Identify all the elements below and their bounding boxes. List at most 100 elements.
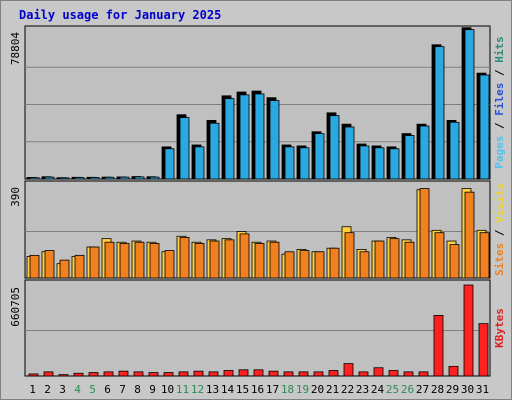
bar-files-6 — [104, 176, 115, 180]
bar-sites-8 — [134, 241, 145, 279]
bar-sites-30 — [464, 191, 475, 279]
x-tick-label-3: 3 — [59, 383, 66, 396]
bar-files-18 — [284, 146, 295, 180]
bar-kbytes-31 — [478, 323, 489, 377]
legend-hits: Pages / Files / Hits — [493, 36, 506, 169]
bar-kbytes-1 — [28, 373, 39, 377]
x-tick-label-9: 9 — [149, 383, 156, 396]
bar-kbytes-7 — [118, 370, 129, 377]
bar-files-5 — [89, 177, 100, 180]
bar-files-19 — [299, 147, 310, 180]
bar-sites-26 — [404, 241, 415, 279]
legend-entry: KBytes — [493, 308, 506, 348]
bar-sites-7 — [119, 243, 130, 279]
bar-sites-5 — [89, 246, 100, 279]
bar-files-15 — [239, 94, 250, 180]
bar-kbytes-16 — [253, 369, 264, 377]
bar-sites-25 — [389, 238, 400, 279]
x-tick-label-31: 31 — [476, 383, 489, 396]
legend-entry: Pages — [493, 136, 506, 169]
plot-area-kbytes — [24, 279, 491, 377]
x-tick-label-27: 27 — [416, 383, 429, 396]
bar-kbytes-8 — [133, 371, 144, 377]
bar-files-13 — [209, 122, 220, 180]
x-tick-label-25: 25 — [386, 383, 399, 396]
bar-kbytes-13 — [208, 371, 219, 377]
bar-kbytes-18 — [283, 371, 294, 377]
x-tick-label-13: 13 — [206, 383, 219, 396]
ymax-label-kbytes: 660705 — [9, 287, 22, 327]
panel-kbytes: 660705 KBytes — [9, 279, 506, 377]
bar-sites-24 — [374, 240, 385, 279]
x-tick-label-17: 17 — [266, 383, 279, 396]
bar-kbytes-21 — [328, 370, 339, 377]
x-tick-label-6: 6 — [104, 383, 111, 396]
bar-sites-23 — [359, 251, 370, 279]
chart-title: Daily usage for January 2025 — [19, 8, 221, 22]
bar-files-26 — [404, 135, 415, 180]
bar-sites-17 — [269, 241, 280, 279]
x-tick-label-18: 18 — [281, 383, 294, 396]
legend-entry: Hits — [493, 36, 506, 63]
bar-sites-15 — [239, 233, 250, 279]
bar-files-3 — [59, 177, 70, 180]
bar-sites-22 — [344, 232, 355, 279]
x-tick-label-23: 23 — [356, 383, 369, 396]
bar-kbytes-23 — [358, 371, 369, 377]
bar-files-8 — [134, 176, 145, 180]
legend-entry: Sites — [493, 243, 506, 276]
bar-sites-2 — [44, 250, 55, 279]
x-tick-label-21: 21 — [326, 383, 339, 396]
legend-entry: Files — [493, 83, 506, 116]
bar-sites-29 — [449, 244, 460, 279]
panel-hits: 78804 Pages / Files / Hits — [9, 25, 506, 180]
x-tick-label-15: 15 — [236, 383, 249, 396]
x-tick-label-14: 14 — [221, 383, 235, 396]
bar-sites-20 — [314, 251, 325, 279]
x-tick-label-28: 28 — [431, 383, 444, 396]
bar-files-10 — [164, 148, 175, 180]
bar-files-25 — [389, 148, 400, 180]
bar-sites-4 — [74, 254, 85, 279]
x-tick-label-22: 22 — [341, 383, 354, 396]
x-tick-label-24: 24 — [371, 383, 385, 396]
bar-kbytes-19 — [298, 371, 309, 377]
bar-kbytes-3 — [58, 374, 69, 377]
x-tick-label-16: 16 — [251, 383, 264, 396]
x-tick-label-30: 30 — [461, 383, 474, 396]
bar-kbytes-11 — [178, 371, 189, 377]
bar-kbytes-4 — [73, 372, 84, 377]
bar-files-21 — [329, 115, 340, 180]
panel-visits: 390 Sites / Visits — [9, 180, 506, 279]
bar-files-28 — [434, 46, 445, 180]
bar-files-27 — [419, 125, 430, 180]
bar-kbytes-12 — [193, 370, 204, 377]
bar-files-7 — [119, 176, 130, 180]
bar-kbytes-14 — [223, 370, 234, 377]
bar-kbytes-26 — [403, 371, 414, 377]
x-tick-label-20: 20 — [311, 383, 324, 396]
legend-entry: Visits — [493, 183, 506, 223]
bar-sites-12 — [194, 243, 205, 279]
bar-files-22 — [344, 126, 355, 180]
bar-sites-6 — [104, 241, 115, 279]
legend-entry: / — [493, 223, 506, 243]
legend-entry: / — [493, 116, 506, 136]
x-tick-label-12: 12 — [191, 383, 204, 396]
bar-sites-13 — [209, 240, 220, 279]
x-tick-label-29: 29 — [446, 383, 459, 396]
bar-sites-16 — [254, 243, 265, 279]
bar-sites-14 — [224, 239, 235, 279]
x-tick-label-2: 2 — [44, 383, 51, 396]
bar-sites-11 — [179, 237, 190, 279]
x-tick-label-11: 11 — [176, 383, 189, 396]
bar-sites-1 — [29, 254, 40, 279]
bar-files-9 — [149, 176, 160, 180]
bar-kbytes-20 — [313, 371, 324, 377]
bar-kbytes-5 — [88, 372, 99, 377]
bar-sites-3 — [59, 259, 70, 279]
x-tick-label-4: 4 — [74, 383, 81, 396]
bar-kbytes-27 — [418, 371, 429, 377]
bar-kbytes-9 — [148, 372, 159, 377]
ymax-label-visits: 390 — [9, 187, 22, 207]
